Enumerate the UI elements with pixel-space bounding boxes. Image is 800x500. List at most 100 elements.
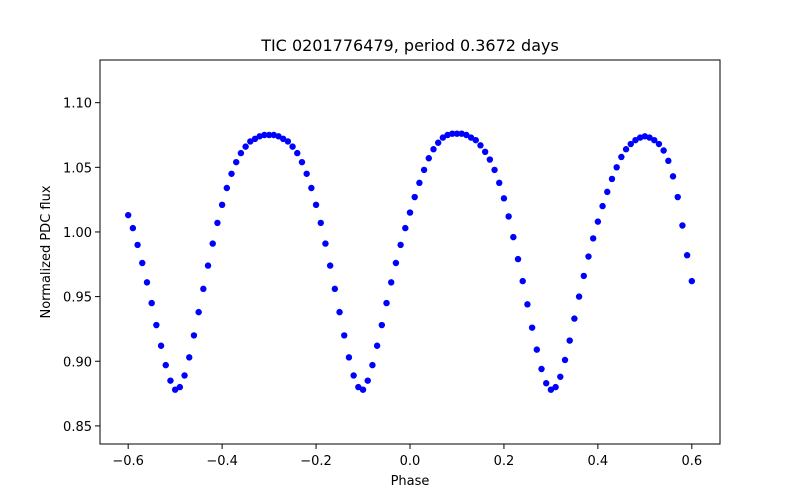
chart-title: TIC 0201776479, period 0.3672 days xyxy=(260,36,559,55)
data-point xyxy=(472,136,479,144)
y-tick-label: 0.90 xyxy=(63,355,92,370)
y-tick-label: 1.05 xyxy=(63,161,92,176)
data-point xyxy=(359,386,367,393)
data-point xyxy=(261,131,268,139)
data-point xyxy=(453,130,461,137)
data-point xyxy=(369,361,376,369)
data-point xyxy=(425,155,432,162)
data-point xyxy=(557,373,564,380)
data-point xyxy=(181,372,188,379)
data-point xyxy=(604,188,611,196)
data-point xyxy=(247,138,254,145)
x-axis: −0.6 −0.4 −0.2 0.0 0.2 0.4 0.6 xyxy=(112,444,702,469)
data-point xyxy=(331,285,339,293)
y-tick-label: 1.00 xyxy=(63,226,92,241)
data-point xyxy=(585,253,592,260)
data-point xyxy=(528,324,536,331)
data-point xyxy=(547,386,555,393)
x-tick-label: −0.2 xyxy=(300,454,332,469)
data-point xyxy=(322,240,329,247)
data-point xyxy=(416,179,423,187)
y-tick-label: 0.95 xyxy=(63,291,92,306)
data-point xyxy=(279,135,287,143)
data-point xyxy=(496,179,503,187)
data-point xyxy=(124,211,132,219)
data-point xyxy=(195,308,202,316)
data-point xyxy=(430,146,437,153)
data-point xyxy=(355,383,362,391)
x-tick-label: −0.6 xyxy=(112,454,144,469)
data-point xyxy=(167,377,174,384)
data-point xyxy=(674,193,681,201)
data-point xyxy=(345,354,353,361)
data-point xyxy=(200,285,207,293)
data-point xyxy=(481,148,489,155)
data-point xyxy=(589,235,597,242)
data-point xyxy=(510,233,517,241)
data-point xyxy=(575,293,583,300)
data-point xyxy=(599,202,606,210)
data-point xyxy=(571,315,578,322)
data-point xyxy=(463,131,470,139)
data-point xyxy=(190,332,198,339)
data-point xyxy=(317,219,324,227)
data-point xyxy=(237,149,245,157)
data-point xyxy=(411,193,418,201)
data-point xyxy=(491,166,498,174)
data-point xyxy=(533,346,541,353)
data-point xyxy=(655,140,663,148)
data-point xyxy=(214,219,221,227)
data-point xyxy=(622,146,630,153)
x-tick-label: 0.6 xyxy=(681,454,702,469)
data-point xyxy=(186,354,193,361)
data-point xyxy=(157,342,165,349)
data-point xyxy=(378,321,386,329)
data-point xyxy=(129,224,137,232)
data-point xyxy=(218,201,226,209)
data-point xyxy=(632,136,639,144)
data-point xyxy=(336,308,343,316)
data-point xyxy=(294,149,301,157)
x-tick-label: 0.4 xyxy=(588,454,609,469)
data-point xyxy=(326,262,334,269)
data-point xyxy=(171,386,179,393)
data-point xyxy=(613,164,620,171)
x-axis-label: Phase xyxy=(391,474,430,489)
data-point xyxy=(665,157,672,165)
data-point xyxy=(552,383,559,391)
data-point xyxy=(209,240,216,247)
data-point xyxy=(388,279,395,286)
data-point xyxy=(139,259,146,267)
data-point xyxy=(669,173,677,180)
data-point xyxy=(580,272,587,280)
data-point xyxy=(284,138,292,145)
data-point xyxy=(341,332,348,339)
y-tick-label: 1.10 xyxy=(63,97,92,112)
data-point xyxy=(566,337,573,344)
data-point xyxy=(298,158,306,166)
data-point xyxy=(594,218,602,225)
data-point xyxy=(406,209,414,216)
data-point xyxy=(420,166,428,174)
data-point xyxy=(514,255,522,263)
data-point xyxy=(477,142,484,149)
data-point xyxy=(561,356,569,364)
data-point xyxy=(434,139,442,146)
data-point xyxy=(618,153,625,161)
data-point xyxy=(143,279,151,286)
data-point xyxy=(397,241,404,249)
data-point xyxy=(223,184,231,192)
data-point xyxy=(439,134,447,141)
data-point xyxy=(651,136,658,144)
data-point xyxy=(153,321,160,329)
data-point xyxy=(683,252,691,259)
data-point xyxy=(275,133,282,140)
data-point xyxy=(543,380,550,387)
data-point xyxy=(660,147,667,154)
data-point xyxy=(204,262,212,269)
y-axis-label: Normalized PDC flux xyxy=(39,185,54,318)
data-point xyxy=(364,377,371,384)
data-point xyxy=(162,361,169,369)
